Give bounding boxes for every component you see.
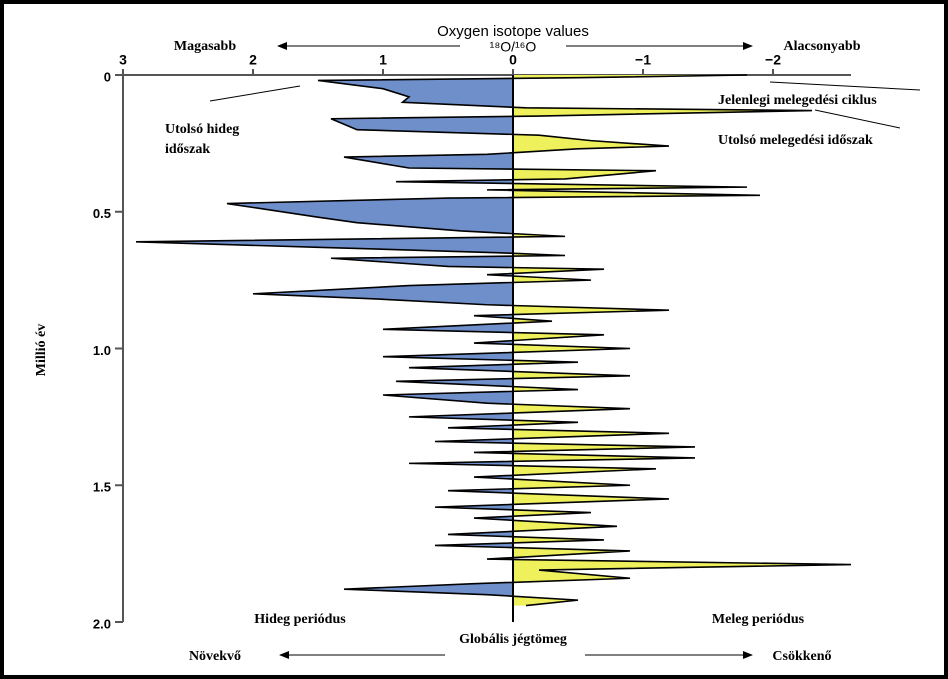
right-label: Alacsonyabb (783, 39, 860, 54)
annotation: Hideg periódus (254, 612, 346, 627)
x-tick-label: 0 (509, 52, 517, 68)
x-tick-label: 1 (379, 52, 387, 68)
annotation: Növekvő (189, 649, 241, 664)
x-tick-label: −1 (635, 52, 651, 68)
x-tick-label: −2 (765, 52, 781, 68)
annotation: Jelenlegi melegedési ciklus (718, 93, 877, 108)
annotation: időszak (165, 142, 210, 157)
y-tick-label: 0.5 (93, 206, 111, 221)
annotation: Meleg periódus (712, 612, 805, 627)
annotation: Utolsó melegedési időszak (718, 133, 873, 148)
chart-title: Oxygen isotope values (437, 23, 589, 40)
y-axis-label: Millió év (34, 324, 49, 377)
area-positive (136, 75, 513, 606)
pointer (769, 81, 921, 91)
annotation: Globális jégtömeg (459, 632, 567, 647)
annotation: Csökkenő (772, 649, 831, 664)
pointer (209, 85, 301, 102)
y-tick-label: 2.0 (93, 616, 111, 631)
annotation: Utolsó hideg (165, 122, 239, 137)
left-label: Magasabb (174, 39, 236, 54)
x-tick-label: 2 (249, 52, 257, 68)
y-tick-label: 1.0 (93, 343, 111, 358)
area-negative (513, 75, 851, 606)
x-tick-label: 3 (119, 52, 127, 68)
y-tick-label: 1.5 (93, 480, 111, 495)
pointer (814, 109, 901, 129)
y-tick-label: 0 (104, 69, 111, 84)
x-axis-label: ¹⁸O/¹⁶O (490, 39, 537, 55)
